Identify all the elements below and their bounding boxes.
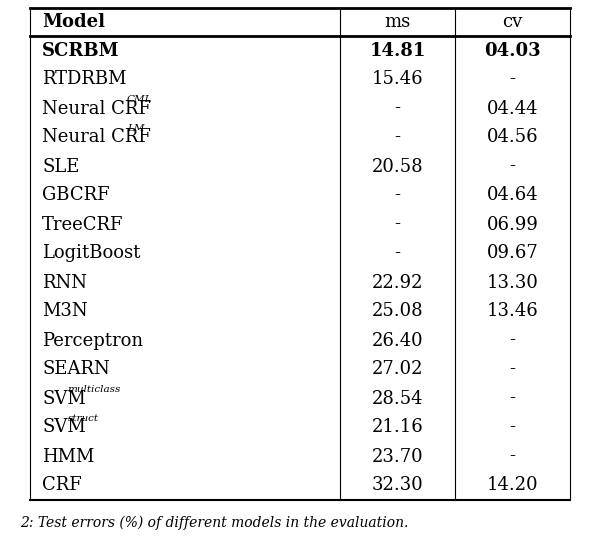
Text: 28.54: 28.54 xyxy=(372,390,423,408)
Text: CRF: CRF xyxy=(42,476,82,494)
Text: ms: ms xyxy=(385,13,410,31)
Text: 13.30: 13.30 xyxy=(487,274,538,292)
Text: 15.46: 15.46 xyxy=(371,70,424,88)
Text: Model: Model xyxy=(42,13,105,31)
Text: RNN: RNN xyxy=(42,274,87,292)
Text: 20.58: 20.58 xyxy=(371,158,424,176)
Text: multiclass: multiclass xyxy=(67,385,121,394)
Text: RTDRBM: RTDRBM xyxy=(42,70,127,88)
Text: -: - xyxy=(509,158,515,176)
Text: struct: struct xyxy=(67,414,98,423)
Text: Perceptron: Perceptron xyxy=(42,332,143,350)
Text: -: - xyxy=(509,360,515,378)
Text: -: - xyxy=(395,216,401,234)
Text: SCRBM: SCRBM xyxy=(42,42,119,60)
Text: LogitBoost: LogitBoost xyxy=(42,244,140,262)
Text: -: - xyxy=(395,100,401,118)
Text: -: - xyxy=(509,418,515,436)
Text: -: - xyxy=(509,70,515,88)
Text: 27.02: 27.02 xyxy=(372,360,423,378)
Text: SVM: SVM xyxy=(42,390,86,408)
Text: -: - xyxy=(395,186,401,204)
Text: 09.67: 09.67 xyxy=(487,244,538,262)
Text: 21.16: 21.16 xyxy=(371,418,424,436)
Text: CML: CML xyxy=(127,95,152,104)
Text: Neural CRF: Neural CRF xyxy=(42,128,151,146)
Text: 2: Test errors (%) of different models in the evaluation.: 2: Test errors (%) of different models i… xyxy=(20,516,409,531)
Text: GBCRF: GBCRF xyxy=(42,186,110,204)
Text: cv: cv xyxy=(502,13,523,31)
Text: -: - xyxy=(509,332,515,350)
Text: SEARN: SEARN xyxy=(42,360,110,378)
Text: 23.70: 23.70 xyxy=(371,448,424,466)
Text: -: - xyxy=(509,390,515,408)
Text: 32.30: 32.30 xyxy=(371,476,424,494)
Text: 22.92: 22.92 xyxy=(372,274,423,292)
Text: SLE: SLE xyxy=(42,158,79,176)
Text: HMM: HMM xyxy=(42,448,94,466)
Text: LM: LM xyxy=(127,124,145,133)
Text: 06.99: 06.99 xyxy=(487,216,538,234)
Text: 04.56: 04.56 xyxy=(487,128,538,146)
Text: 26.40: 26.40 xyxy=(371,332,424,350)
Text: M3N: M3N xyxy=(42,302,88,320)
Text: 04.64: 04.64 xyxy=(487,186,538,204)
Text: 14.20: 14.20 xyxy=(487,476,538,494)
Text: -: - xyxy=(509,448,515,466)
Text: 04.03: 04.03 xyxy=(484,42,541,60)
Text: 13.46: 13.46 xyxy=(487,302,538,320)
Text: -: - xyxy=(395,128,401,146)
Text: Neural CRF: Neural CRF xyxy=(42,100,151,118)
Text: SVM: SVM xyxy=(42,418,86,436)
Text: 25.08: 25.08 xyxy=(371,302,424,320)
Text: -: - xyxy=(395,244,401,262)
Text: TreeCRF: TreeCRF xyxy=(42,216,124,234)
Text: 14.81: 14.81 xyxy=(370,42,425,60)
Text: 04.44: 04.44 xyxy=(487,100,538,118)
